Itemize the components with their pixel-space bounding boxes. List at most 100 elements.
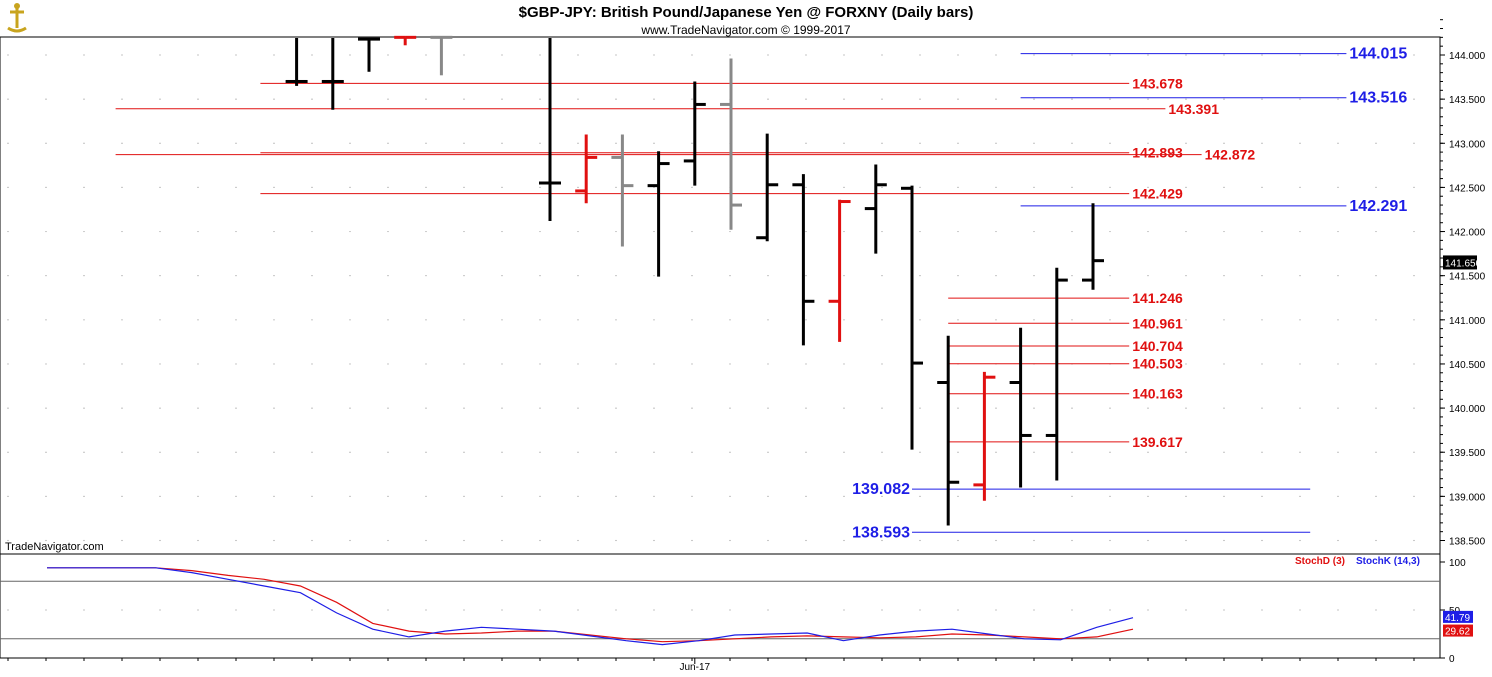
grid-dot [311, 451, 313, 453]
grid-dot [577, 54, 579, 56]
grid-dot [159, 407, 161, 409]
level-label: 142.429 [1132, 186, 1183, 202]
grid-dot [615, 230, 617, 233]
grid-dot [83, 495, 85, 497]
grid-dot [1033, 54, 1035, 56]
grid-dot [539, 407, 541, 409]
level-label: 140.961 [1132, 315, 1183, 331]
grid-dot [1299, 539, 1301, 542]
grid-dot [1337, 186, 1339, 189]
grid-dot [1071, 98, 1073, 100]
grid-dot [83, 54, 85, 56]
legend-stoch-k: StochK (14,3) [1356, 556, 1420, 567]
grid-dot [1223, 407, 1225, 409]
grid-dot [387, 142, 389, 144]
grid-dot [805, 142, 807, 144]
grid-dot [1147, 363, 1149, 365]
grid-dot [387, 319, 389, 321]
grid-dot [539, 142, 541, 144]
grid-dot [805, 407, 807, 409]
price-bars [285, 35, 1104, 526]
grid-dot [463, 407, 465, 409]
grid-dot [577, 186, 579, 189]
grid-dot [843, 275, 845, 277]
grid-dot [1147, 142, 1149, 144]
grid-dot [1337, 98, 1339, 100]
grid-dot [501, 319, 503, 321]
grid-dot [653, 275, 655, 277]
grid-dot [159, 275, 161, 277]
grid-dot [691, 275, 693, 277]
stoch-grid-dot [805, 609, 807, 611]
stoch-grid-dot [1071, 609, 1073, 611]
grid-dot [1337, 319, 1339, 321]
stoch-tick-label: 0 [1449, 654, 1455, 665]
grid-dot [653, 407, 655, 409]
grid-dot [729, 539, 731, 542]
grid-dot [843, 319, 845, 321]
grid-dot [387, 54, 389, 56]
grid-dot [1033, 142, 1035, 144]
grid-dot [1109, 142, 1111, 144]
level-label: 140.163 [1132, 386, 1183, 402]
grid-dot [501, 98, 503, 100]
level-label: 139.617 [1132, 434, 1183, 450]
grid-dot [1261, 54, 1263, 56]
ohlc-bar [937, 335, 960, 526]
grid-dot [311, 495, 313, 497]
grid-dot [273, 407, 275, 409]
grid-dot [7, 319, 9, 321]
grid-dot [1413, 54, 1415, 56]
grid-dot [121, 319, 123, 321]
grid-dot [1223, 275, 1225, 277]
grid-dot [45, 54, 47, 56]
grid-dot [1299, 54, 1301, 56]
grid-dot [311, 186, 313, 189]
grid-dot [653, 142, 655, 144]
stoch-k-value: 41.79 [1445, 613, 1470, 624]
grid-dot [501, 407, 503, 409]
grid-dot [83, 319, 85, 321]
grid-dot [1071, 319, 1073, 321]
grid-dot [83, 451, 85, 453]
grid-dot [1033, 186, 1035, 189]
grid-dot [273, 495, 275, 497]
ohlc-bar [539, 38, 561, 221]
grid-dot [349, 275, 351, 277]
grid-dot [1147, 539, 1149, 542]
grid-dot [1337, 142, 1339, 144]
grid-dot [1147, 319, 1149, 321]
grid-dot [425, 275, 427, 277]
grid-dot [83, 186, 85, 189]
grid-dot [7, 275, 9, 277]
grid-dot [615, 275, 617, 277]
grid-dot [159, 363, 161, 365]
grid-dot [767, 319, 769, 321]
grid-dot [1413, 451, 1415, 453]
grid-dot [1413, 407, 1415, 409]
grid-dot [7, 495, 9, 497]
stoch-tick-label: 100 [1449, 558, 1466, 569]
grid-dot [691, 451, 693, 453]
grid-dot [1033, 451, 1035, 453]
grid-dot [1185, 539, 1187, 542]
grid-dot [805, 54, 807, 56]
grid-dot [235, 230, 237, 233]
grid-dot [615, 495, 617, 497]
grid-dot [7, 98, 9, 100]
grid-dot [349, 98, 351, 100]
stoch-d-line [47, 567, 1134, 643]
grid-dot [1109, 539, 1111, 542]
grid-dot [881, 98, 883, 100]
grid-dot [767, 275, 769, 277]
grid-dot [1185, 451, 1187, 453]
grid-dot [881, 495, 883, 497]
grid-dot [45, 230, 47, 233]
ohlc-bar [285, 38, 308, 86]
grid-dot [45, 451, 47, 453]
grid-dot [1299, 363, 1301, 365]
grid-dot [1337, 539, 1339, 542]
grid-dot [691, 98, 693, 100]
